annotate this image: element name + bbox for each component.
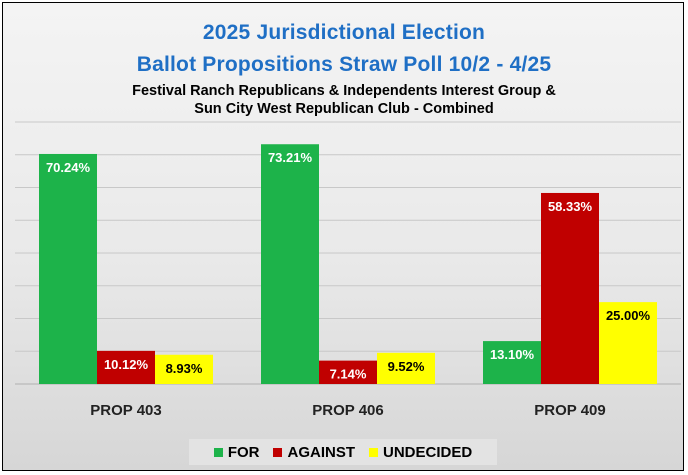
legend-swatch <box>368 447 378 457</box>
bar-against-prop-403 <box>97 350 155 384</box>
chart-legend: FOR AGAINST UNDECIDED <box>189 439 497 465</box>
chart-frame: 2025 Jurisdictional Election Ballot Prop… <box>2 2 684 471</box>
legend-label: AGAINST <box>287 443 355 461</box>
chart-subtitle-main: Ballot Propositions Straw Poll 10/2 - 4/… <box>136 53 552 76</box>
data-label: 70.24% <box>46 160 91 175</box>
bar-for-prop-409 <box>483 341 541 384</box>
data-label: 25.00% <box>606 308 651 323</box>
x-tick-label: PROP 409 <box>534 402 605 419</box>
bar-for-prop-406 <box>261 144 319 384</box>
legend-label: FOR <box>227 443 260 461</box>
chart-subtitle-line2: Sun City West Republican Club - Combined <box>194 101 494 117</box>
data-label: 73.21% <box>268 150 313 165</box>
legend-swatch <box>213 447 223 457</box>
legend-item-against: AGAINST <box>273 444 355 461</box>
data-label: 9.52% <box>388 359 425 374</box>
x-tick-label: PROP 406 <box>312 402 383 419</box>
bar-against-prop-406 <box>319 360 377 384</box>
data-label: 58.33% <box>548 199 593 214</box>
data-label: 8.93% <box>166 361 203 376</box>
legend-item-undecided: UNDECIDED <box>368 443 473 461</box>
chart-title: 2025 Jurisdictional Election <box>202 21 486 44</box>
bar-undecided-prop-409 <box>599 302 657 384</box>
bar-chart: 70.24% 10.12% 8.93% PROP 403 73.21% 7.14% 9.52… <box>15 121 681 419</box>
legend-swatch <box>273 447 283 457</box>
legend-label: UNDECIDED <box>382 443 473 461</box>
data-label: 7.14% <box>330 367 367 382</box>
legend-item-for: FOR <box>213 443 260 461</box>
data-label: 13.10% <box>490 347 535 362</box>
x-tick-label: PROP 403 <box>90 402 161 419</box>
chart-subtitle-line1: Festival Ranch Republicans & Independent… <box>132 83 556 99</box>
bar-undecided-prop-403 <box>155 354 213 384</box>
bar-undecided-prop-406 <box>377 352 435 384</box>
bar-for-prop-403 <box>39 153 97 384</box>
bar-against-prop-409 <box>541 192 599 384</box>
data-label: 10.12% <box>104 357 149 372</box>
